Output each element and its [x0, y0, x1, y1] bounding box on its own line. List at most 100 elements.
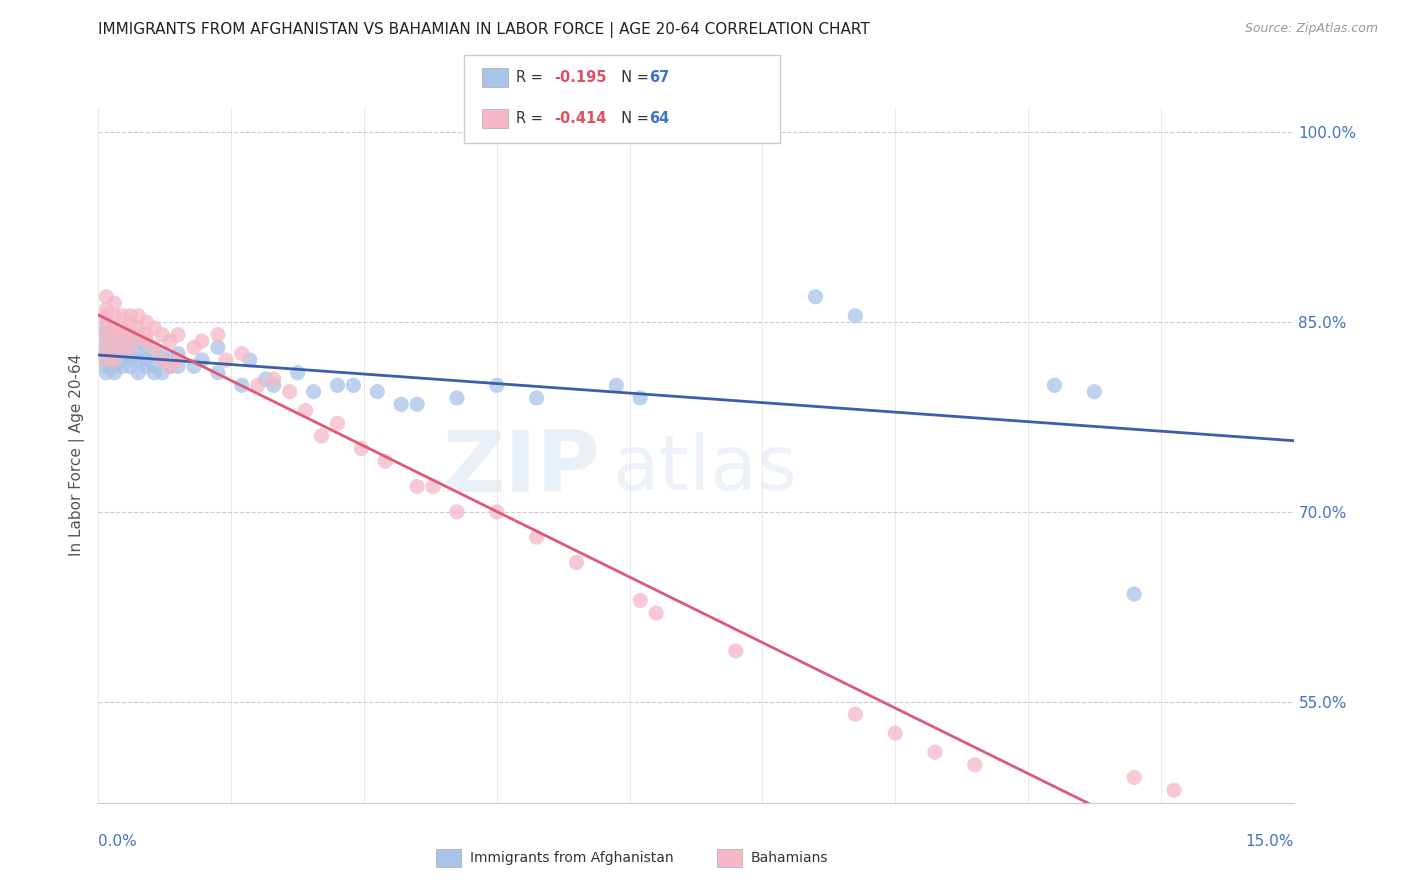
Point: [246, 378, 269, 392]
Point: [628, 391, 651, 405]
Point: [111, 309, 134, 323]
Point: [207, 340, 229, 354]
Text: 0.0%: 0.0%: [98, 834, 138, 849]
Text: Source: ZipAtlas.com: Source: ZipAtlas.com: [1244, 22, 1378, 36]
Point: [96, 321, 118, 335]
Point: [103, 366, 125, 380]
Point: [254, 372, 277, 386]
Point: [103, 353, 125, 368]
Point: [1083, 384, 1105, 399]
Point: [96, 309, 118, 323]
Text: -0.195: -0.195: [554, 70, 606, 85]
Point: [96, 334, 118, 348]
Point: [263, 372, 285, 386]
Point: [422, 479, 444, 493]
Point: [111, 347, 134, 361]
Point: [366, 384, 388, 399]
Point: [150, 353, 173, 368]
Point: [844, 309, 866, 323]
Point: [1043, 378, 1066, 392]
Point: [135, 340, 157, 354]
Point: [263, 378, 285, 392]
Point: [231, 378, 253, 392]
Point: [143, 347, 166, 361]
Point: [103, 340, 125, 354]
Point: [135, 353, 157, 368]
Point: [120, 334, 142, 348]
Point: [96, 302, 118, 317]
Text: N =: N =: [612, 112, 654, 126]
Point: [127, 309, 149, 323]
Point: [1123, 587, 1146, 601]
Y-axis label: In Labor Force | Age 20-64: In Labor Force | Age 20-64: [69, 354, 84, 556]
Point: [96, 366, 118, 380]
Text: -0.414: -0.414: [554, 112, 606, 126]
Point: [215, 353, 238, 368]
Point: [167, 359, 190, 374]
Point: [127, 366, 149, 380]
Point: [120, 340, 142, 354]
Text: IMMIGRANTS FROM AFGHANISTAN VS BAHAMIAN IN LABOR FORCE | AGE 20-64 CORRELATION C: IMMIGRANTS FROM AFGHANISTAN VS BAHAMIAN …: [98, 22, 870, 38]
Point: [96, 347, 118, 361]
Point: [96, 327, 118, 342]
Point: [111, 327, 134, 342]
Point: [96, 353, 118, 368]
Point: [96, 340, 118, 354]
Point: [127, 321, 149, 335]
Point: [111, 327, 134, 342]
Point: [143, 321, 166, 335]
Point: [167, 347, 190, 361]
Point: [96, 315, 118, 329]
Point: [350, 442, 373, 456]
Point: [103, 296, 125, 310]
Point: [96, 359, 118, 374]
Point: [150, 353, 173, 368]
Point: [96, 290, 118, 304]
Point: [605, 378, 627, 392]
Point: [159, 359, 181, 374]
Point: [103, 309, 125, 323]
Point: [167, 353, 190, 368]
Point: [804, 290, 827, 304]
Point: [150, 347, 173, 361]
Point: [207, 366, 229, 380]
Point: [239, 353, 262, 368]
Point: [844, 707, 866, 722]
Point: [127, 347, 149, 361]
Point: [127, 353, 149, 368]
Point: [287, 366, 309, 380]
Point: [628, 593, 651, 607]
Point: [120, 359, 142, 374]
Point: [96, 340, 118, 354]
Point: [724, 644, 747, 658]
Point: [302, 384, 325, 399]
Point: [526, 391, 548, 405]
Text: ZIP: ZIP: [443, 427, 600, 510]
Point: [103, 327, 125, 342]
Point: [645, 606, 668, 620]
Point: [159, 359, 181, 374]
Point: [150, 366, 173, 380]
Point: [111, 353, 134, 368]
Point: [167, 327, 190, 342]
Point: [1123, 771, 1146, 785]
Point: [103, 359, 125, 374]
Point: [111, 340, 134, 354]
Point: [143, 340, 166, 354]
Point: [111, 321, 134, 335]
Point: [111, 359, 134, 374]
Text: R =: R =: [516, 112, 547, 126]
Point: [135, 315, 157, 329]
Text: Immigrants from Afghanistan: Immigrants from Afghanistan: [470, 851, 673, 865]
Point: [103, 321, 125, 335]
Point: [326, 417, 349, 431]
Point: [159, 334, 181, 348]
Point: [1163, 783, 1185, 797]
Point: [111, 334, 134, 348]
Point: [96, 353, 118, 368]
Point: [207, 327, 229, 342]
Point: [406, 397, 429, 411]
Text: atlas: atlas: [613, 432, 797, 506]
Point: [389, 397, 412, 411]
Point: [135, 327, 157, 342]
